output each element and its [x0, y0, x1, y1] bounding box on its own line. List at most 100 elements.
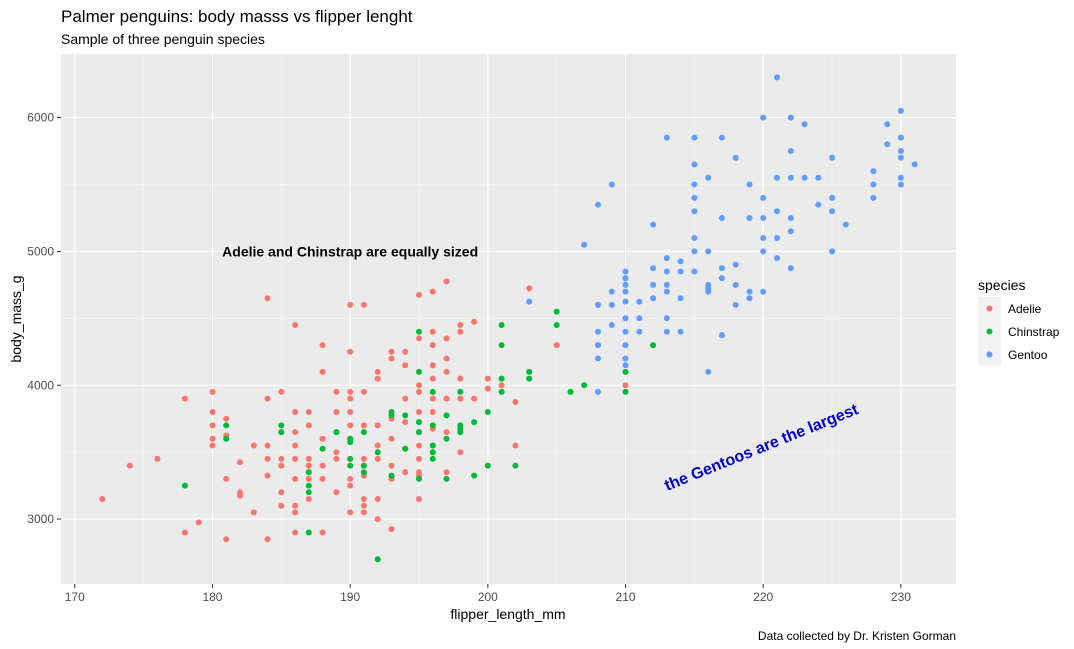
point-gentoo	[897, 154, 904, 161]
point-adelie	[278, 455, 285, 462]
point-chinstrap	[567, 388, 574, 395]
point-chinstrap	[553, 322, 560, 328]
point-gentoo	[663, 281, 670, 288]
point-chinstrap	[305, 529, 312, 536]
x-axis-title: flipper_length_mm	[450, 606, 565, 622]
point-chinstrap	[305, 489, 312, 496]
point-adelie	[388, 435, 395, 442]
point-adelie	[237, 489, 243, 496]
point-adelie	[292, 429, 299, 436]
point-gentoo	[622, 268, 629, 275]
point-gentoo	[829, 194, 836, 201]
point-adelie	[237, 459, 243, 466]
legend-title: species	[978, 277, 1025, 293]
point-chinstrap	[374, 556, 381, 563]
point-gentoo	[746, 215, 753, 221]
point-gentoo	[732, 154, 739, 161]
point-gentoo	[608, 322, 615, 328]
point-gentoo	[622, 275, 629, 282]
point-gentoo	[801, 174, 808, 181]
point-gentoo	[842, 221, 849, 228]
point-adelie	[457, 328, 464, 335]
point-gentoo	[663, 288, 670, 295]
point-adelie	[416, 409, 422, 415]
point-adelie	[416, 291, 422, 298]
point-gentoo	[677, 328, 684, 335]
point-gentoo	[787, 148, 794, 154]
point-gentoo	[746, 288, 753, 295]
point-gentoo	[718, 134, 725, 141]
point-adelie	[484, 385, 491, 392]
point-chinstrap	[526, 368, 533, 375]
point-adelie	[457, 395, 464, 402]
point-adelie	[388, 526, 395, 533]
point-adelie	[416, 442, 422, 449]
point-adelie	[209, 388, 216, 395]
y-axis-title: body_mass_g	[8, 275, 24, 362]
point-adelie	[347, 509, 354, 516]
point-adelie	[402, 469, 409, 476]
point-adelie	[292, 509, 299, 516]
point-adelie	[443, 395, 450, 402]
point-adelie	[333, 455, 340, 462]
point-adelie	[347, 388, 354, 395]
point-chinstrap	[360, 462, 367, 469]
point-adelie	[154, 455, 161, 462]
point-adelie	[305, 409, 312, 415]
point-gentoo	[663, 255, 670, 262]
point-chinstrap	[223, 422, 230, 429]
point-adelie	[264, 536, 271, 543]
point-gentoo	[774, 235, 780, 241]
point-adelie	[278, 462, 285, 469]
point-gentoo	[829, 208, 836, 215]
x-tick-label: 170	[65, 590, 85, 604]
point-adelie	[250, 509, 257, 516]
point-gentoo	[650, 281, 657, 288]
point-chinstrap	[498, 322, 505, 328]
point-chinstrap	[484, 409, 491, 415]
point-chinstrap	[622, 388, 629, 395]
point-adelie	[374, 496, 381, 502]
point-gentoo	[815, 201, 822, 208]
point-gentoo	[718, 215, 725, 221]
chart-title: Palmer penguins: body masss vs flipper l…	[61, 7, 413, 26]
point-gentoo	[691, 248, 698, 255]
point-chinstrap	[278, 422, 285, 429]
y-axis-ticks: 3000 4000 5000 6000	[27, 111, 61, 526]
point-adelie	[278, 489, 285, 496]
point-gentoo	[746, 295, 753, 302]
point-chinstrap	[457, 422, 464, 429]
chart-caption: Data collected by Dr. Kristen Gorman	[758, 629, 956, 643]
point-adelie	[278, 502, 285, 509]
point-gentoo	[801, 121, 808, 128]
point-gentoo	[705, 368, 712, 375]
point-gentoo	[760, 288, 767, 295]
point-adelie	[319, 462, 326, 469]
point-adelie	[223, 475, 230, 482]
point-chinstrap	[429, 442, 436, 449]
point-adelie	[195, 519, 202, 526]
point-chinstrap	[416, 419, 422, 426]
point-chinstrap	[305, 482, 312, 489]
point-chinstrap	[526, 375, 533, 382]
point-adelie	[443, 368, 450, 375]
point-gentoo	[829, 154, 836, 161]
point-adelie	[360, 509, 367, 516]
point-adelie	[223, 536, 230, 543]
point-chinstrap	[278, 429, 285, 436]
point-adelie	[360, 388, 367, 395]
point-adelie	[305, 496, 312, 502]
point-gentoo	[691, 208, 698, 215]
point-gentoo	[595, 342, 601, 349]
x-tick-label: 190	[340, 590, 360, 604]
point-gentoo	[897, 107, 904, 114]
legend-swatch-adelie	[986, 305, 993, 312]
point-adelie	[292, 475, 299, 482]
point-adelie	[374, 368, 381, 375]
point-adelie	[292, 442, 299, 449]
x-tick-label: 210	[616, 590, 636, 604]
point-adelie	[484, 375, 491, 382]
point-gentoo	[870, 168, 877, 175]
point-gentoo	[760, 114, 767, 121]
